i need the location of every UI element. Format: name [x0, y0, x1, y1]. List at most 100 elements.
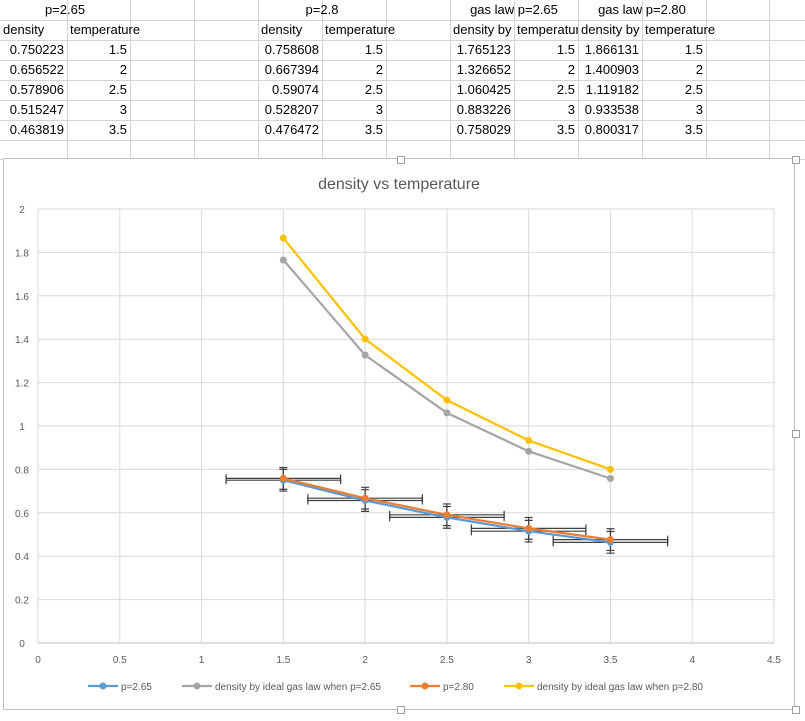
row-gridline — [0, 20, 805, 21]
cell[interactable]: 2.5 — [556, 82, 575, 97]
legend-marker-icon — [515, 682, 523, 690]
cell[interactable]: temperature — [645, 22, 716, 37]
cell[interactable]: gas law p=2.65 — [470, 2, 558, 17]
data-point — [361, 494, 369, 502]
data-point — [606, 465, 614, 473]
resize-handle[interactable] — [397, 706, 405, 714]
cell[interactable]: 3.5 — [364, 122, 383, 137]
cell[interactable]: density by — [581, 22, 640, 37]
cell[interactable]: 1.5 — [556, 42, 575, 57]
data-point — [279, 256, 287, 264]
x-tick-label: 0.5 — [113, 655, 127, 666]
cell[interactable]: gas law p=2.80 — [598, 2, 686, 17]
resize-handle[interactable] — [792, 706, 800, 714]
chart-area[interactable]: density vs temperature 0 0.2 0.4 0.6 0.8 1 1.2 1… — [3, 158, 795, 710]
cell[interactable]: 3.5 — [556, 122, 575, 137]
data-point — [525, 436, 533, 444]
y-tick-label: 1 — [19, 422, 25, 433]
cell[interactable]: 1.326652 — [456, 62, 511, 77]
cell[interactable]: 3 — [567, 102, 575, 117]
spreadsheet-grid[interactable]: p=2.65 p=2.8 gas law p=2.65 gas law p=2.80 d… — [0, 0, 805, 160]
cell[interactable]: 2 — [119, 62, 127, 77]
y-tick-label: 2 — [19, 205, 25, 216]
cell[interactable]: 0.667394 — [264, 62, 319, 77]
cell[interactable]: p=2.65 — [44, 2, 86, 17]
cell[interactable]: density by — [453, 22, 512, 37]
x-tick-label: 1 — [199, 655, 205, 666]
cell[interactable]: 0.515247 — [9, 102, 64, 117]
cell[interactable]: temperature — [517, 22, 578, 37]
cell[interactable]: 3 — [375, 102, 383, 117]
resize-handle[interactable] — [792, 156, 800, 164]
cell[interactable]: 1.119182 — [585, 82, 639, 97]
cell[interactable]: 0.758029 — [456, 122, 511, 137]
resize-handle[interactable] — [792, 430, 800, 438]
cell[interactable]: p=2.8 — [305, 2, 339, 17]
legend-marker-icon — [421, 682, 429, 690]
y-tick-label: 0.6 — [15, 509, 29, 520]
data-point — [361, 335, 369, 343]
cell[interactable]: 3 — [119, 102, 127, 117]
cell[interactable]: 1.400903 — [584, 62, 639, 77]
y-tick-label: 1.4 — [15, 335, 29, 346]
cell[interactable]: 2 — [567, 62, 575, 77]
cell[interactable]: 0.476472 — [264, 122, 319, 137]
row-gridline — [0, 140, 805, 141]
cell[interactable]: 1.060425 — [456, 82, 511, 97]
cell[interactable]: 0.933538 — [584, 102, 639, 117]
cell[interactable]: 0.59074 — [272, 82, 319, 97]
data-point — [279, 474, 287, 482]
data-point — [443, 511, 451, 519]
cell[interactable]: 3.5 — [684, 122, 703, 137]
y-tick-label: 0 — [19, 639, 25, 650]
row-gridline — [0, 40, 805, 41]
cell[interactable]: 0.578906 — [9, 82, 64, 97]
cell[interactable]: 0.528207 — [264, 102, 319, 117]
cell[interactable]: 1.866131 — [584, 42, 639, 57]
x-tick-label: 2.5 — [440, 655, 454, 666]
cell[interactable]: 1.5 — [108, 42, 127, 57]
y-tick-label: 1.8 — [15, 248, 29, 259]
cell[interactable]: 2 — [695, 62, 703, 77]
cell[interactable]: density — [3, 22, 45, 37]
chart-svg: density vs temperature 0 0.2 0.4 0.6 0.8 1 1.2 1… — [15, 176, 781, 693]
cell[interactable]: 2 — [375, 62, 383, 77]
cell[interactable]: 3 — [695, 102, 703, 117]
cell[interactable]: 0.883226 — [456, 102, 511, 117]
row-gridline — [0, 120, 805, 121]
cell[interactable]: 1.765123 — [456, 42, 511, 57]
cell[interactable]: density — [261, 22, 303, 37]
cell[interactable]: 2.5 — [364, 82, 383, 97]
cell[interactable]: temperature — [325, 22, 396, 37]
data-point — [606, 475, 614, 483]
cell[interactable]: 1.5 — [684, 42, 703, 57]
cell[interactable]: 2.5 — [684, 82, 703, 97]
cell[interactable]: 0.656522 — [9, 62, 64, 77]
x-tick-label: 4.5 — [767, 655, 781, 666]
chart-title: density vs temperature — [318, 176, 480, 193]
legend-marker-icon — [193, 682, 201, 690]
legend-label: p=2.80 — [443, 682, 474, 693]
cell[interactable]: 0.758608 — [264, 42, 319, 57]
legend-label: p=2.65 — [121, 682, 152, 693]
cell[interactable]: 0.800317 — [584, 122, 639, 137]
cell[interactable]: 1.5 — [364, 42, 383, 57]
cell[interactable]: 3.5 — [108, 122, 127, 137]
data-point — [443, 409, 451, 417]
resize-handle[interactable] — [397, 156, 405, 164]
data-point — [361, 351, 369, 359]
y-tick-label: 0.2 — [15, 596, 29, 607]
x-tick-label: 3.5 — [603, 655, 617, 666]
legend-marker-icon — [99, 682, 107, 690]
x-tick-label: 3 — [526, 655, 532, 666]
cell[interactable]: 2.5 — [108, 82, 127, 97]
x-tick-label: 2 — [362, 655, 368, 666]
data-point — [443, 396, 451, 404]
cell[interactable]: 0.750223 — [9, 42, 64, 57]
cell[interactable]: 0.463819 — [9, 122, 64, 137]
x-tick-label: 0 — [35, 655, 41, 666]
y-tick-label: 0.4 — [15, 552, 29, 563]
row-gridline — [0, 100, 805, 101]
y-tick-label: 1.6 — [15, 292, 29, 303]
cell[interactable]: temperature — [70, 22, 141, 37]
